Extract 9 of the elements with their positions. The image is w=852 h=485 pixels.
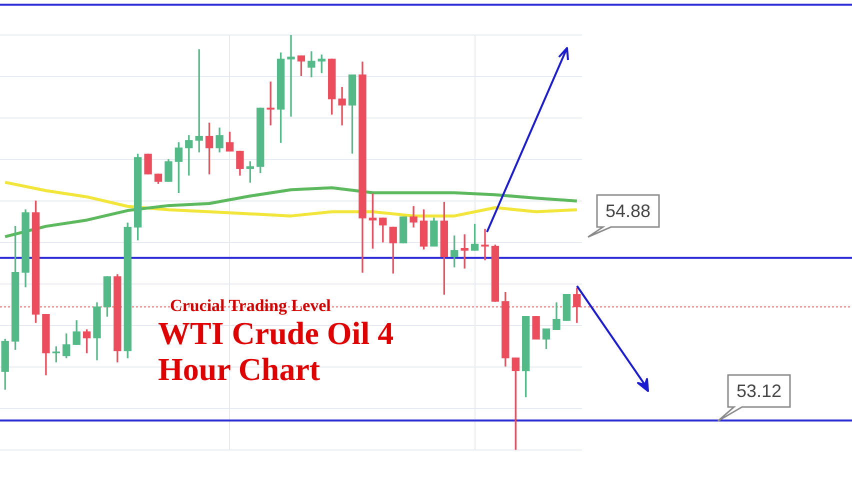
candlestick bbox=[460, 234, 468, 269]
candlestick bbox=[266, 82, 274, 126]
candlestick bbox=[481, 228, 489, 260]
text: WTI Crude Oil 4 Hour Chart bbox=[158, 315, 394, 387]
callout-box: 54.88 bbox=[586, 193, 661, 239]
ref-line-label: Crucial Trading Level bbox=[170, 296, 332, 316]
candlestick bbox=[287, 35, 295, 117]
candlestick bbox=[338, 86, 346, 126]
callout-box: 53.12 bbox=[716, 373, 792, 423]
